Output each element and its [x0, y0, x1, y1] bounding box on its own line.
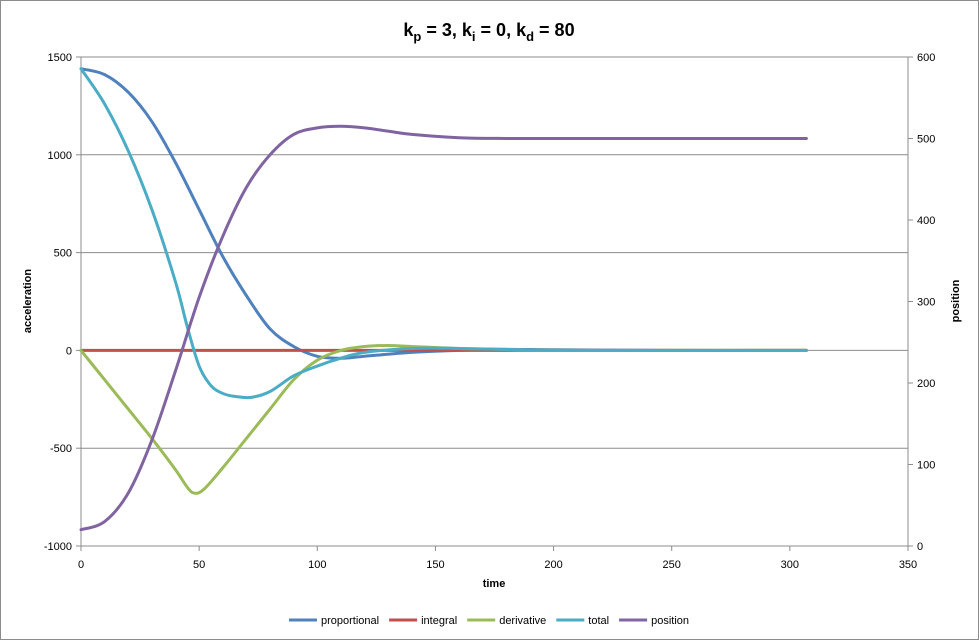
legend-label: total	[588, 615, 609, 627]
x-tick-label: 250	[663, 559, 681, 571]
x-tick-label: 100	[308, 559, 326, 571]
y-tick-label: -1000	[44, 541, 72, 553]
x-tick-label: 300	[781, 559, 799, 571]
axes: -1000-5000500100015000100200300400500600…	[44, 52, 936, 571]
y-tick-label: 1500	[48, 52, 72, 64]
series-line-derivative	[79, 344, 808, 495]
legend-item-position: position	[619, 615, 689, 627]
legend-item-total: total	[556, 615, 609, 627]
y2-tick-label: 300	[917, 297, 935, 309]
x-tick-label: 0	[78, 559, 84, 571]
series-line-proportional	[79, 67, 808, 360]
legend-item-integral: integral	[389, 615, 457, 627]
y-tick-label: 1000	[48, 150, 72, 162]
legend-label: derivative	[499, 615, 546, 627]
grid-lines	[81, 56, 908, 449]
y2-tick-label: 400	[917, 215, 935, 227]
y-tick-label: 500	[54, 248, 72, 260]
x-tick-label: 350	[899, 559, 917, 571]
legend: proportional integral derivative total posit…	[289, 615, 689, 627]
x-tick-label: 50	[193, 559, 205, 571]
y2-tick-label: 200	[917, 378, 935, 390]
x-tick-label: 200	[544, 559, 562, 571]
series-layer	[79, 67, 808, 532]
legend-item-proportional: proportional	[289, 615, 379, 627]
chart-title: kp = 3, ki = 0, kd = 80	[403, 20, 574, 44]
series-line-position	[79, 124, 808, 532]
series-line-total	[79, 67, 808, 400]
legend-label: position	[651, 615, 689, 627]
x-tick-label: 150	[426, 559, 444, 571]
y2-tick-label: 500	[917, 134, 935, 146]
legend-label: proportional	[321, 615, 379, 627]
legend-item-derivative: derivative	[467, 615, 546, 627]
legend-label: integral	[421, 615, 457, 627]
y2-tick-label: 0	[917, 541, 923, 553]
y2-tick-label: 600	[917, 52, 935, 64]
y2-axis-title: position	[950, 279, 962, 322]
y-tick-label: 0	[66, 345, 72, 357]
x-axis-title: time	[483, 578, 506, 590]
y2-tick-label: 100	[917, 460, 935, 472]
y-tick-label: -500	[50, 443, 72, 455]
y-axis-title: acceleration	[22, 269, 34, 333]
